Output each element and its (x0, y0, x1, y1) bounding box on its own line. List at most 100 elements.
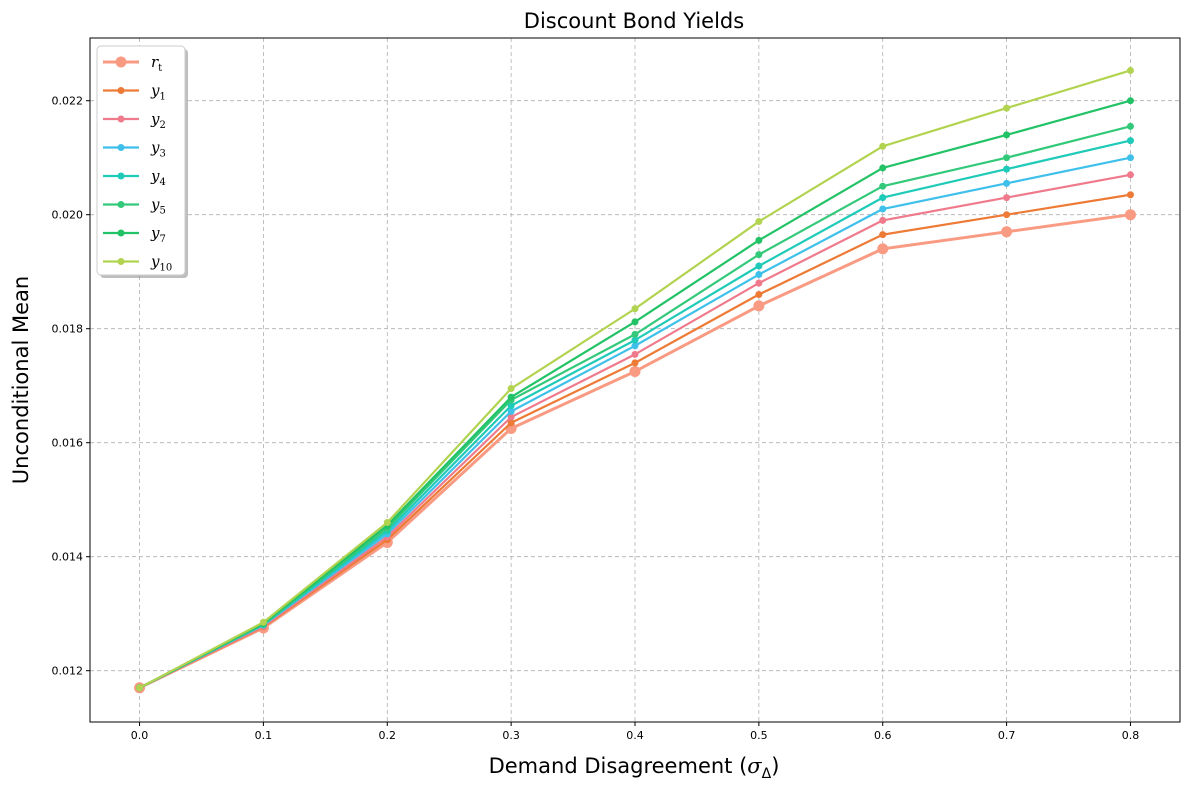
data-point (507, 402, 515, 410)
x-tick-label: 0.3 (502, 729, 520, 742)
data-point (1003, 211, 1011, 219)
data-point (1126, 154, 1134, 162)
data-point (631, 305, 639, 313)
data-point (879, 216, 887, 224)
data-point (879, 182, 887, 190)
x-tick-label: 0.8 (1122, 729, 1140, 742)
data-point (877, 243, 889, 255)
legend-marker (117, 144, 125, 151)
data-point (1003, 131, 1011, 139)
y-tick-label: 0.018 (52, 323, 84, 336)
legend-label: y7 (150, 224, 166, 245)
data-point (629, 365, 641, 377)
x-axis-label-text: Demand Disagreement ( (489, 754, 748, 778)
data-point (755, 262, 763, 270)
legend-item: y3 (103, 139, 166, 160)
legend-marker (117, 258, 125, 265)
data-point (631, 359, 639, 367)
data-point (1003, 194, 1011, 202)
x-axis-label-symbol: σ (747, 754, 762, 778)
x-tick-label: 0.1 (255, 729, 273, 742)
x-axis: 0.0 0.1 0.2 0.3 0.4 0.5 0.6 0.7 0.8 (131, 722, 1139, 742)
data-point (879, 194, 887, 202)
data-point (753, 300, 765, 312)
data-point (1001, 226, 1013, 238)
y-tick-label: 0.016 (52, 437, 84, 450)
data-point (631, 350, 639, 358)
y-tick-label: 0.022 (52, 95, 84, 108)
data-point (507, 385, 515, 393)
legend-item: y4 (103, 167, 166, 188)
y-tick-label: 0.014 (52, 551, 84, 564)
data-point (383, 519, 391, 526)
legend-marker (117, 87, 125, 94)
chart-title: Discount Bond Yields (524, 9, 744, 33)
legend-item: y7 (103, 224, 166, 245)
data-point (1126, 122, 1134, 130)
legend-label: y10 (150, 253, 172, 274)
data-point (1126, 66, 1134, 74)
data-point (631, 342, 639, 350)
data-point (631, 330, 639, 338)
data-point (755, 271, 763, 279)
y-tick-label: 0.012 (52, 665, 84, 678)
legend-item: y2 (103, 110, 166, 131)
y-tick-label: 0.020 (52, 209, 84, 222)
x-tick-label: 0.4 (626, 729, 644, 742)
legend-marker (117, 172, 125, 180)
data-point (136, 684, 144, 692)
legend-label: rt (151, 53, 162, 74)
legend-label: y4 (150, 167, 166, 188)
x-axis-label: Demand Disagreement (σΔ) (489, 754, 780, 782)
legend-label: y1 (150, 82, 166, 103)
legend-marker (117, 229, 125, 237)
legend-marker (117, 201, 125, 208)
x-tick-label: 0.5 (750, 729, 768, 742)
y-axis-label: Unconditional Mean (9, 276, 33, 484)
legend-item: y5 (103, 196, 166, 217)
x-tick-label: 0.7 (998, 729, 1016, 742)
data-point (755, 251, 763, 259)
data-point (1003, 154, 1011, 162)
data-point (631, 318, 639, 326)
data-point (755, 236, 763, 244)
legend-marker (115, 56, 127, 68)
x-tick-label: 0.6 (874, 729, 892, 742)
data-point (755, 279, 763, 287)
series-y10 (136, 66, 1134, 692)
data-point (879, 231, 887, 239)
legend-item: y10 (103, 253, 172, 274)
data-point (631, 336, 639, 344)
data-point (755, 218, 763, 226)
data-point (259, 618, 267, 626)
data-point (507, 407, 515, 415)
data-point (1003, 179, 1011, 187)
x-axis-label-end: ) (771, 754, 779, 778)
data-point (1003, 104, 1011, 112)
legend-item: rt (103, 53, 162, 74)
data-point (879, 205, 887, 213)
series-layer (134, 66, 1136, 694)
data-point (1003, 165, 1011, 173)
data-point (755, 291, 763, 298)
x-axis-label-subscript: Δ (762, 766, 772, 782)
legend: rt y1 y2 y3 y4 y5 y7 y10 (96, 45, 188, 278)
legend-label: y2 (150, 110, 166, 131)
legend-label: y5 (150, 196, 166, 217)
legend-item: y1 (103, 82, 166, 103)
y-axis: 0.012 0.014 0.016 0.018 0.020 0.022 (52, 95, 90, 678)
data-point (879, 142, 887, 150)
legend-label: y3 (150, 139, 166, 160)
legend-box (96, 45, 186, 276)
data-point (1126, 191, 1134, 199)
data-point (1124, 209, 1136, 221)
data-point (507, 413, 515, 421)
data-point (1126, 137, 1134, 145)
x-tick-label: 0.0 (131, 729, 149, 742)
data-point (879, 164, 887, 172)
data-point (1126, 171, 1134, 179)
x-tick-label: 0.2 (379, 729, 397, 742)
data-point (507, 393, 515, 401)
data-point (1126, 97, 1134, 105)
